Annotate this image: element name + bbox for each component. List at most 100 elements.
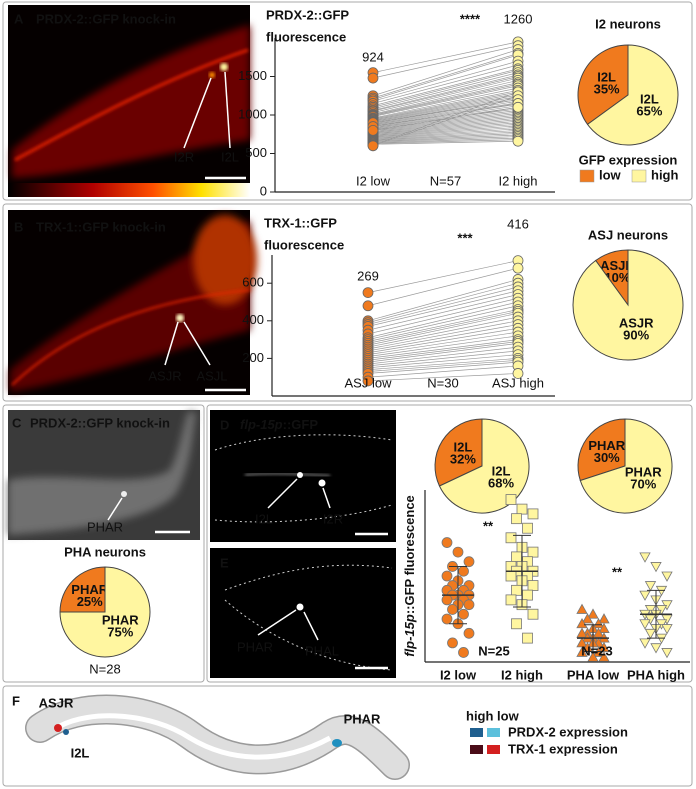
x-tick-label: I2 high bbox=[501, 667, 543, 682]
pair-line bbox=[367, 312, 519, 346]
title-italic: flp-15p bbox=[240, 417, 283, 432]
mean-label: 924 bbox=[362, 49, 384, 64]
cell-label: ASJR bbox=[148, 368, 181, 383]
pair-line bbox=[372, 80, 519, 115]
data-point bbox=[639, 590, 651, 601]
legend-label: PRDX-2 expression bbox=[508, 724, 628, 739]
pie-slice bbox=[579, 418, 673, 514]
data-point bbox=[447, 604, 458, 615]
pair-line bbox=[372, 93, 519, 121]
slice-label: PHAR bbox=[625, 465, 662, 480]
pair-line bbox=[372, 70, 519, 108]
pair-line bbox=[372, 125, 519, 137]
cell-label: I2R bbox=[174, 149, 194, 164]
data-point bbox=[661, 571, 673, 582]
data-point bbox=[367, 140, 379, 152]
pair-line bbox=[372, 49, 519, 97]
color-bar bbox=[8, 183, 250, 197]
cell-label: PHAR bbox=[344, 711, 381, 726]
intestine bbox=[193, 215, 257, 305]
pair-line bbox=[372, 87, 519, 119]
panel-letter: F bbox=[12, 693, 20, 708]
pair-line bbox=[372, 68, 519, 107]
panel-letter: B bbox=[14, 219, 23, 234]
pair-line bbox=[372, 139, 519, 144]
pair-line bbox=[367, 350, 519, 367]
worm-gut bbox=[58, 713, 332, 760]
data-point bbox=[505, 532, 517, 544]
pair-line bbox=[372, 128, 519, 139]
x-tick-label: I2 low bbox=[356, 173, 391, 188]
pair-line bbox=[372, 103, 519, 127]
data-point bbox=[458, 565, 469, 577]
pair-line bbox=[372, 114, 519, 132]
slice-value: 35% bbox=[594, 82, 620, 97]
pie-slice bbox=[577, 44, 629, 126]
y-tick-label: 1000 bbox=[238, 106, 267, 121]
title-rest: ::GFP bbox=[283, 417, 319, 432]
slice-label: I2L bbox=[597, 70, 616, 85]
panel-d-frame bbox=[206, 404, 693, 683]
neuron-phar bbox=[332, 739, 342, 747]
data-point bbox=[463, 627, 475, 639]
image-title: PRDX-2::GFP knock-in bbox=[36, 11, 176, 26]
mean-label: 269 bbox=[357, 268, 379, 283]
pair-line bbox=[367, 311, 519, 344]
pair-line bbox=[367, 365, 519, 378]
y-tick-label: 200 bbox=[242, 350, 264, 365]
image-b bbox=[8, 210, 257, 395]
neuron bbox=[297, 472, 303, 478]
data-point bbox=[511, 618, 522, 630]
cell-label: ASJL bbox=[196, 368, 227, 383]
panel-letter: A bbox=[14, 11, 24, 26]
pie-slice bbox=[586, 44, 679, 146]
data-point bbox=[463, 599, 475, 611]
data-point bbox=[511, 584, 522, 596]
pair-line bbox=[372, 54, 519, 100]
process bbox=[244, 472, 331, 477]
n-label: N=23 bbox=[581, 643, 612, 658]
pair-line bbox=[367, 327, 519, 354]
mean-label: 416 bbox=[507, 216, 529, 231]
data-point bbox=[587, 651, 599, 662]
panel-a-frame bbox=[2, 1, 693, 201]
neuron bbox=[176, 314, 184, 322]
arrow bbox=[183, 77, 212, 149]
y-tick-label: 0 bbox=[260, 183, 267, 198]
image-background bbox=[210, 410, 396, 542]
n-label: N=30 bbox=[427, 375, 458, 390]
data-point bbox=[512, 262, 524, 274]
image-a bbox=[8, 5, 250, 197]
chart-title: ASJ neurons bbox=[588, 227, 668, 242]
pair-line bbox=[372, 90, 519, 120]
pair-line bbox=[372, 60, 519, 102]
panel-c-frame bbox=[2, 404, 205, 683]
slice-value: 25% bbox=[77, 594, 103, 609]
image-title: PRDX-2::GFP knock-in bbox=[30, 415, 170, 430]
x-tick-label: I2 low bbox=[440, 667, 477, 682]
n-label: N=25 bbox=[478, 643, 509, 658]
pair-line bbox=[372, 99, 519, 124]
pie-slice bbox=[572, 249, 684, 361]
data-point bbox=[458, 647, 469, 658]
slice-label: ASJR bbox=[600, 258, 635, 273]
chart-title: PHA neurons bbox=[64, 544, 146, 559]
y-tick-label: 600 bbox=[242, 275, 264, 290]
pair-line bbox=[372, 91, 519, 146]
y-label-rest: ::GFP fluorescence bbox=[402, 495, 417, 614]
data-point bbox=[512, 135, 524, 147]
neuron-i2l bbox=[63, 729, 69, 735]
y-label-italic: flp-15p bbox=[402, 614, 417, 657]
pair-line bbox=[372, 113, 519, 131]
y-tick-label: 400 bbox=[242, 312, 264, 327]
neuron-asjr bbox=[54, 724, 62, 732]
data-point bbox=[639, 638, 651, 649]
data-point bbox=[441, 613, 453, 625]
data-point bbox=[511, 513, 522, 525]
pair-line bbox=[372, 64, 519, 104]
data-point bbox=[639, 552, 651, 563]
data-point bbox=[505, 594, 517, 606]
mean-label: 1260 bbox=[504, 11, 533, 26]
pair-line bbox=[367, 279, 519, 322]
